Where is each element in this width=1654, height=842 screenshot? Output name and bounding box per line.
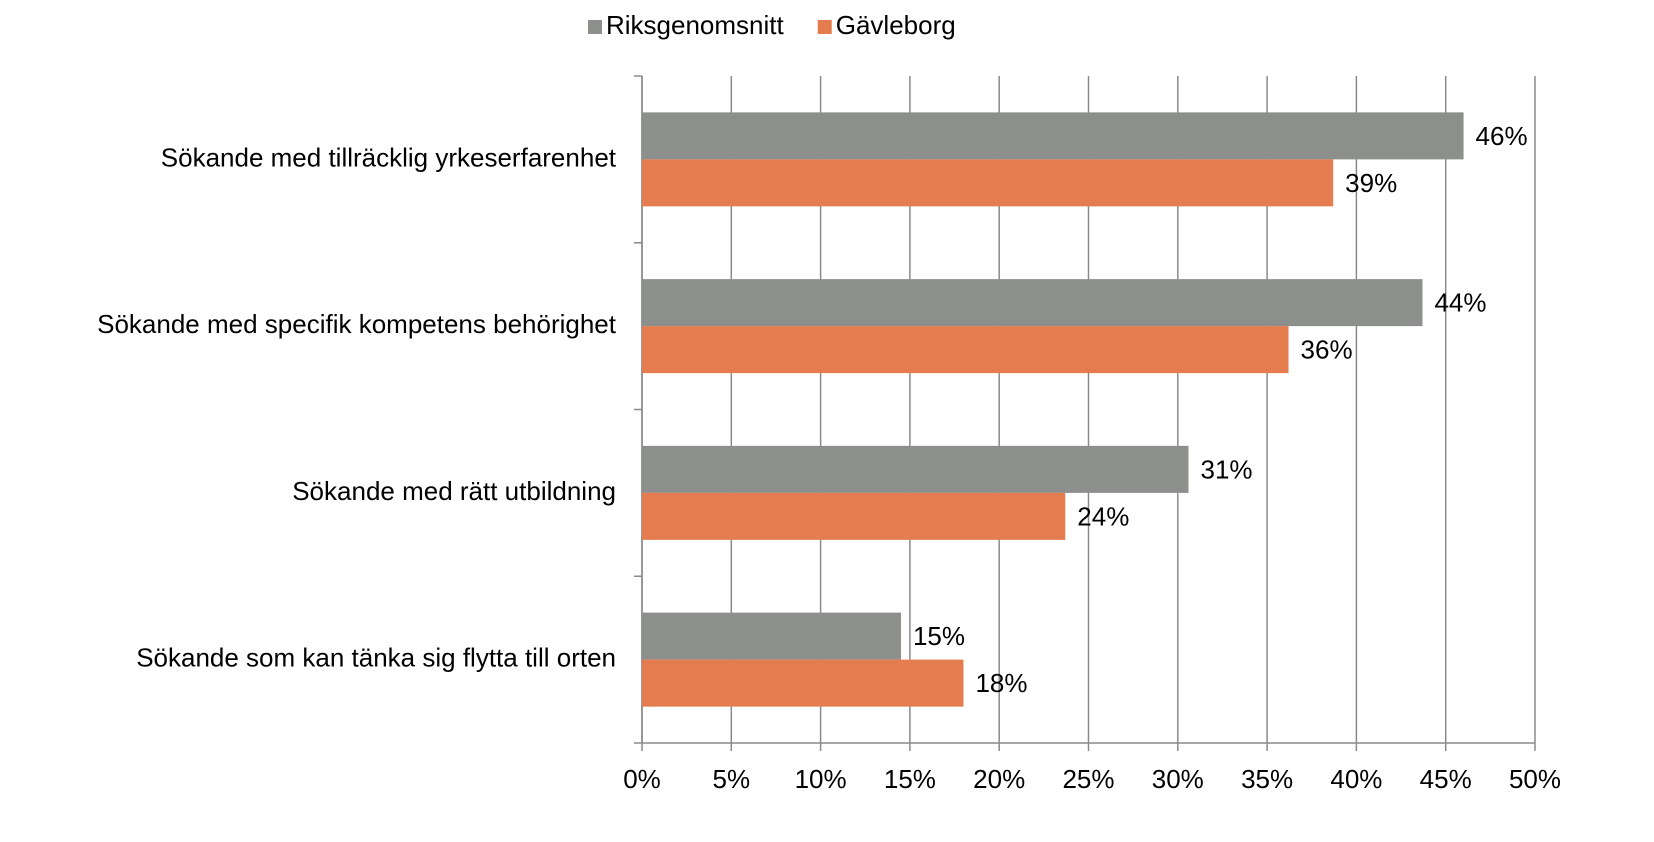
x-tick-label: 15% xyxy=(884,764,936,794)
bar xyxy=(642,112,1464,160)
data-label: 39% xyxy=(1345,168,1397,198)
y-tick-label: Sökande som kan tänka sig flytta till or… xyxy=(136,643,616,673)
legend-label: Riksgenomsnitt xyxy=(606,10,785,40)
data-label: 46% xyxy=(1476,121,1528,151)
data-label: 31% xyxy=(1201,454,1253,484)
y-tick-label: Sökande med rätt utbildning xyxy=(292,476,616,506)
x-tick-label: 25% xyxy=(1062,764,1114,794)
bar xyxy=(642,279,1423,327)
x-tick-label: 5% xyxy=(713,764,751,794)
x-tick-label: 20% xyxy=(973,764,1025,794)
x-tick-label: 30% xyxy=(1152,764,1204,794)
bar xyxy=(642,659,964,707)
x-tick-label: 45% xyxy=(1420,764,1472,794)
bar xyxy=(642,492,1066,540)
bar xyxy=(642,445,1189,493)
data-label: 36% xyxy=(1301,335,1353,365)
data-label: 44% xyxy=(1434,288,1486,318)
data-label: 18% xyxy=(975,668,1027,698)
x-tick-label: 0% xyxy=(623,764,661,794)
data-label: 24% xyxy=(1077,501,1129,531)
bar xyxy=(642,612,901,660)
bar xyxy=(642,326,1289,374)
data-label: 15% xyxy=(913,621,965,651)
x-tick-label: 10% xyxy=(795,764,847,794)
x-tick-label: 40% xyxy=(1330,764,1382,794)
bar xyxy=(642,159,1334,207)
x-tick-label: 35% xyxy=(1241,764,1293,794)
x-tick-label: 50% xyxy=(1509,764,1561,794)
legend-swatch xyxy=(817,20,832,34)
legend-label: Gävleborg xyxy=(836,10,956,40)
legend-swatch xyxy=(588,20,602,34)
y-tick-label: Sökande med specifik kompetens behörighe… xyxy=(97,309,617,339)
y-tick-label: Sökande med tillräcklig yrkeserfarenhet xyxy=(161,142,617,172)
